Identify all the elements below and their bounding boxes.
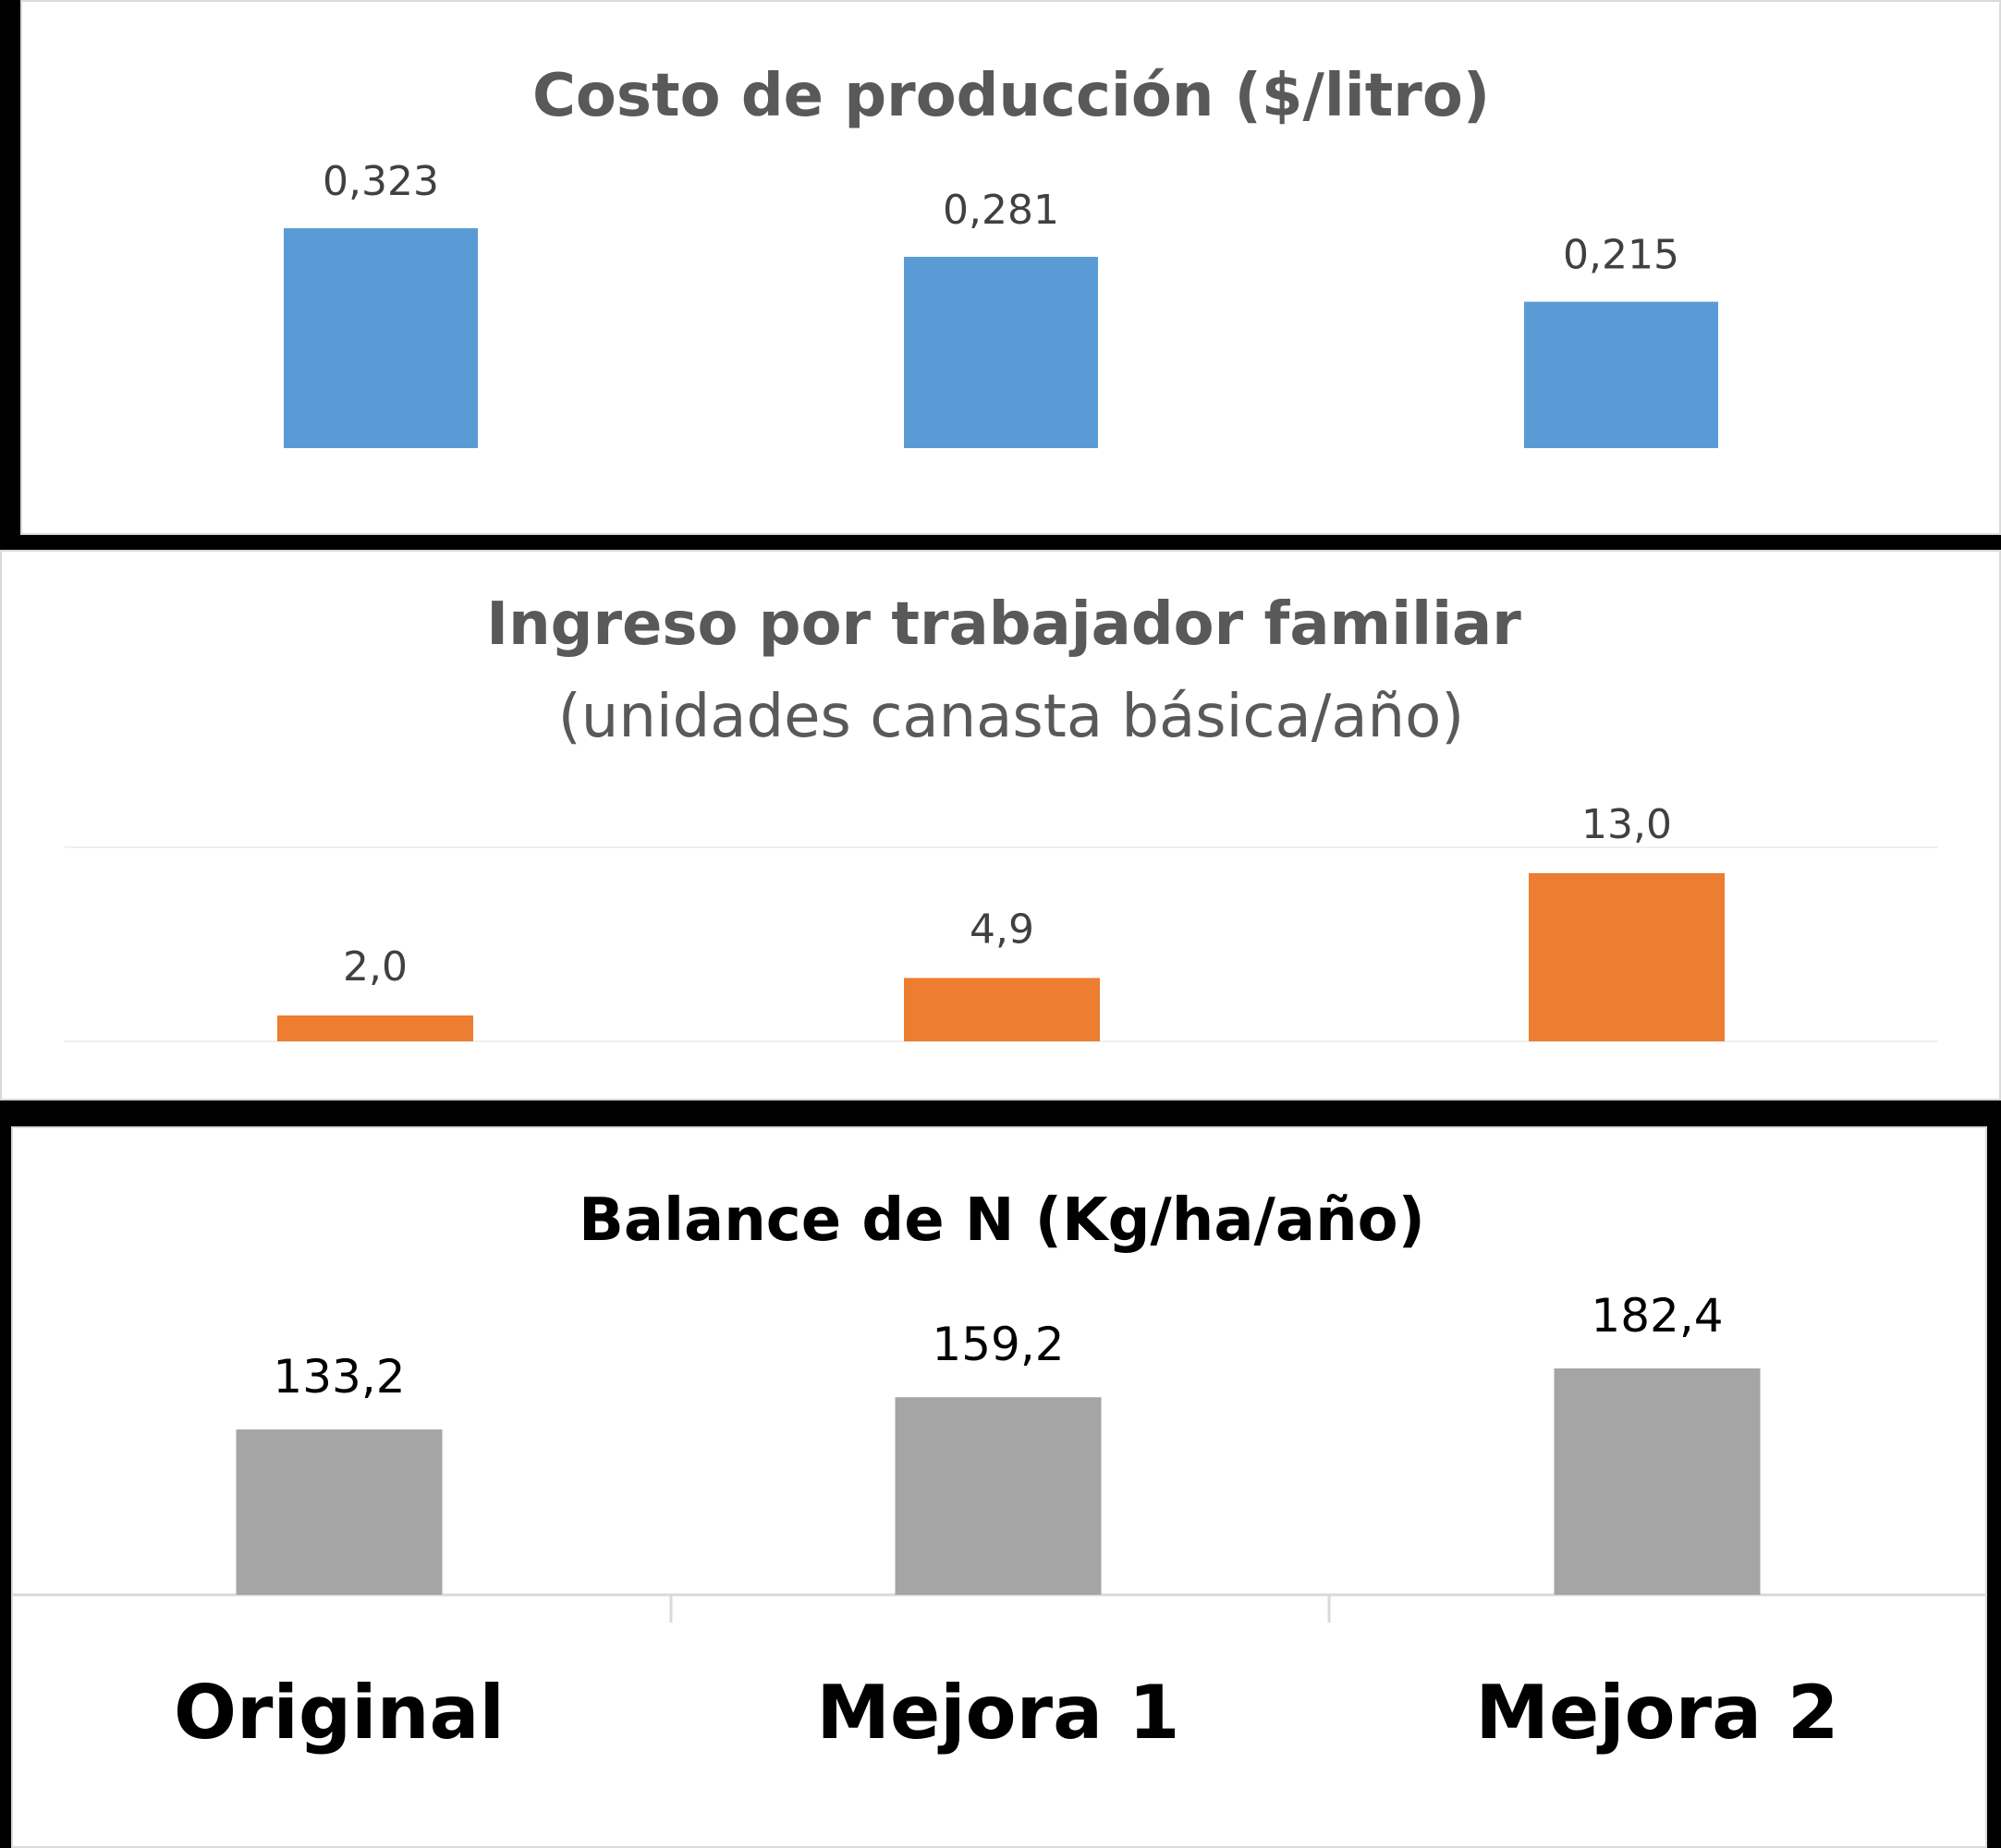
chart-panel-balance: Balance de N (Kg/ha/año) 133,2 159,2 182,4… — [11, 1126, 1987, 1848]
chart-panel-costo: Costo de producción ($/litro) 0,323 0,281… — [20, 0, 2001, 535]
chart-panel-ingreso: Ingreso por trabajador familiar (unidade… — [0, 550, 2001, 1100]
x-tick-label: Mejora 2 — [1475, 1670, 1838, 1756]
bar-mejora-1 — [904, 978, 1100, 1041]
data-label: 13,0 — [1581, 801, 1672, 848]
data-label: 0,215 — [1563, 232, 1679, 279]
bar-original — [284, 228, 478, 448]
data-label: 133,2 — [273, 1350, 405, 1404]
chart-title: Costo de producción ($/litro) — [532, 62, 1490, 130]
bar-mejora-2 — [1529, 873, 1725, 1041]
chart-balance-n: Balance de N (Kg/ha/año) 133,2 159,2 182,4… — [13, 1186, 1985, 1756]
data-label: 2,0 — [343, 943, 408, 991]
bar-mejora-2 — [1554, 1368, 1761, 1595]
bar-mejora-1 — [895, 1397, 1102, 1595]
data-label: 4,9 — [970, 906, 1034, 953]
x-tick-label: Mejora 1 — [816, 1670, 1179, 1756]
bar-mejora-2 — [1524, 301, 1718, 448]
chart-ingreso-trabajador: Ingreso por trabajador familiar (unidade… — [65, 590, 1938, 1042]
data-label: 0,281 — [943, 187, 1059, 234]
bar-mejora-1 — [904, 256, 1098, 448]
bar-original — [236, 1429, 443, 1595]
chart-title: Ingreso por trabajador familiar — [486, 590, 1521, 659]
data-label: 159,2 — [932, 1318, 1064, 1371]
data-label: 0,323 — [323, 158, 439, 205]
x-tick-label: Original — [174, 1670, 505, 1756]
chart-subtitle: (unidades canasta básica/año) — [558, 683, 1464, 751]
bar-original — [277, 1015, 473, 1041]
chart-costo-produccion: Costo de producción ($/litro) 0,323 0,281… — [284, 62, 1718, 448]
chart-title: Balance de N (Kg/ha/año) — [579, 1186, 1425, 1255]
data-label: 182,4 — [1591, 1289, 1723, 1343]
